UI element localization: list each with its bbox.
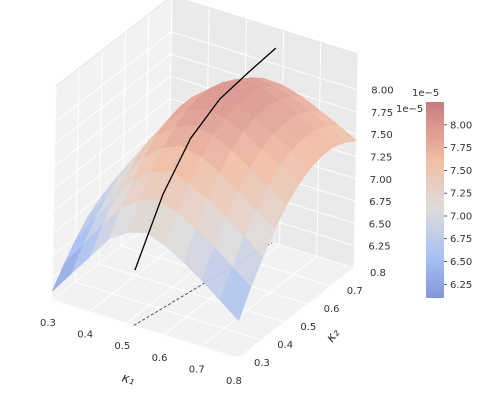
- y-tick-label: 0.6: [324, 304, 340, 315]
- y-gridline: [74, 67, 262, 341]
- x-tick-label: 0.6: [152, 353, 168, 364]
- z-tick-label: 6.50: [369, 219, 391, 230]
- z-tick-label: 7.25: [370, 153, 392, 164]
- y-tick-label: 0.3: [254, 358, 270, 369]
- colorbar-tick-label: 6.25: [450, 280, 472, 291]
- z-tick-label: 7.75: [371, 108, 393, 119]
- y-tick-label: 0.8: [370, 268, 386, 279]
- ridge-line: [134, 47, 277, 271]
- z-tick-label: 8.00: [371, 86, 393, 97]
- z-axis-offset-text: 1e−5: [396, 104, 423, 115]
- y-tick-label: 0.5: [300, 322, 316, 333]
- x-tick-label: 0.8: [226, 376, 242, 387]
- surface-facet: [220, 266, 252, 322]
- colorbar-tick-label: 8.00: [450, 120, 472, 131]
- z-tick-label: 7.50: [371, 130, 393, 141]
- z-gridline: [54, 31, 358, 123]
- colorbar-offset-text: 1e−5: [412, 88, 439, 99]
- ridge-curve: [134, 47, 277, 271]
- colorbar-tick-label: 6.75: [450, 234, 472, 245]
- axis-ticks: 0.3 0.4 0.5 0.6 0.7 0.8 0.3 0.4 0.5 0.6 0.7 0.8 6.25…: [40, 86, 394, 387]
- z-tick-label: 6.75: [369, 197, 391, 208]
- x-tick-label: 0.5: [114, 341, 130, 352]
- colorbar-tick-label: 7.25: [450, 189, 472, 200]
- x-tick-label: 0.7: [189, 364, 205, 375]
- y-tick-label: 0.7: [347, 286, 363, 297]
- colorbar-tick-label: 7.00: [450, 212, 472, 223]
- z-tick-label: 6.25: [368, 242, 390, 253]
- surface-mesh: [51, 77, 358, 322]
- colorbar-ticks: 6.25 6.50 6.75 7.00 7.25 7.50 7.75 8.00: [444, 120, 472, 291]
- colorbar: 6.25 6.50 6.75 7.00 7.25 7.50 7.75 8.00 1e−5: [412, 88, 472, 298]
- colorbar-tick-label: 7.50: [450, 166, 472, 177]
- colorbar-tick-label: 7.75: [450, 143, 472, 154]
- y-axis-label: κ₂: [323, 326, 343, 345]
- x-tick-label: 0.3: [40, 318, 56, 329]
- colorbar-bar: [426, 102, 444, 298]
- floor-projection-dash: [133, 242, 273, 326]
- colorbar-tick-label: 6.50: [450, 257, 472, 268]
- y-gridline: [51, 85, 239, 359]
- z-tick-label: 7.00: [370, 175, 392, 186]
- x-tick-label: 0.4: [77, 330, 93, 341]
- x-axis-label: κ₁: [120, 370, 137, 388]
- y-tick-label: 0.4: [277, 340, 293, 351]
- floor-projection-line: [133, 242, 273, 326]
